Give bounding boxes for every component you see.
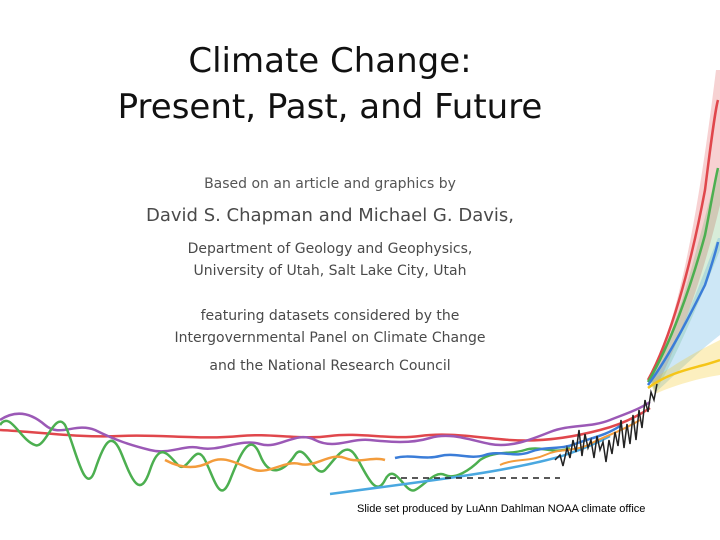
projection-line-blue — [646, 241, 720, 386]
projection-line-red — [646, 99, 720, 381]
affiliation: Department of Geology and Geophysics, Un… — [100, 238, 560, 282]
series-blue — [394, 424, 621, 460]
instrumental-record — [554, 383, 658, 467]
affiliation-line-1: Department of Geology and Geophysics, — [187, 241, 473, 257]
projection-line-green — [646, 167, 720, 383]
series-red — [0, 406, 651, 442]
series-purple — [0, 400, 651, 453]
credit-text: Slide set produced by LuAnn Dahlman NOAA… — [357, 503, 646, 515]
projection-band-yellow — [650, 340, 720, 394]
series-orange — [164, 455, 386, 472]
datasets-line-2: Intergovernmental Panel on Climate Chang… — [174, 330, 486, 346]
series-green — [0, 419, 571, 492]
affiliation-line-2: University of Utah, Salt Lake City, Utah — [193, 263, 467, 279]
datasets-line-1: featuring datasets considered by the — [200, 308, 460, 324]
title-line-1: Climate Change: — [188, 41, 472, 81]
series-lightblue — [329, 434, 611, 496]
projection-line-yellow — [647, 358, 720, 389]
intro-text: Based on an article and graphics by — [204, 176, 456, 192]
datasets-line-3: and the National Research Council — [209, 358, 451, 374]
authors-text: David S. Chapman and Michael G. Davis, — [146, 205, 514, 226]
projection-band-blue — [650, 238, 720, 393]
slide-title: Climate Change: Present, Past, and Futur… — [80, 38, 580, 130]
datasets-text: featuring datasets considered by the Int… — [100, 305, 560, 349]
title-line-2: Present, Past, and Future — [117, 87, 543, 127]
